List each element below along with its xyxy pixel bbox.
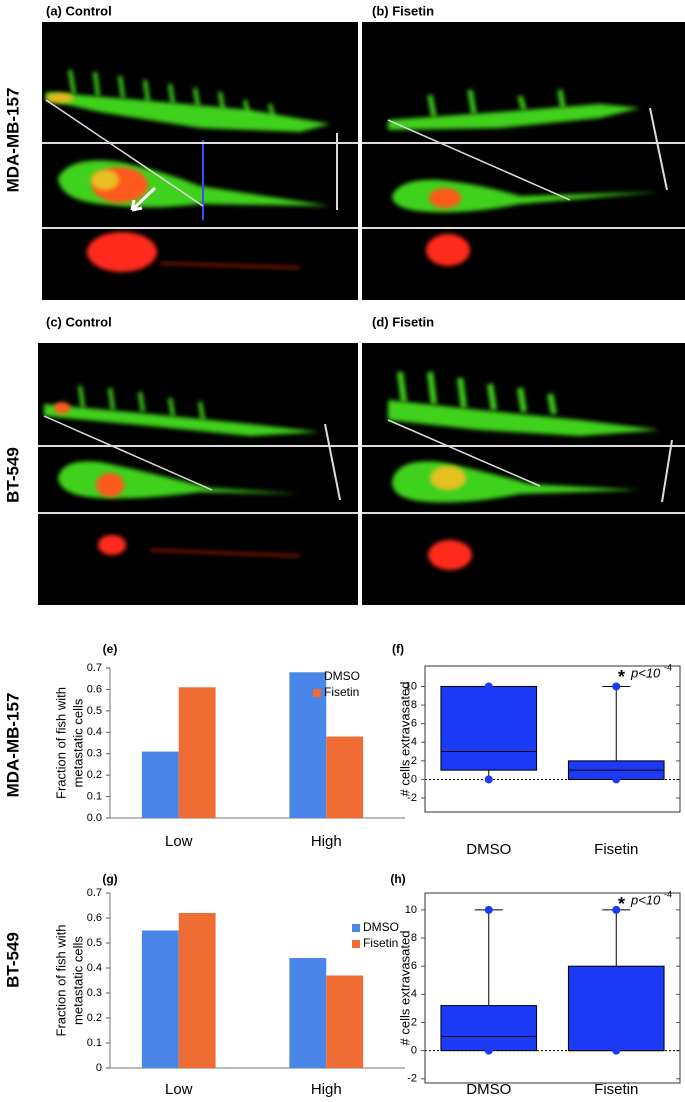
y-tick-label: 2 bbox=[411, 755, 417, 767]
row-label: BT-549 bbox=[3, 447, 22, 503]
micrograph bbox=[38, 343, 358, 605]
legend-swatch bbox=[352, 924, 360, 932]
x-tick-label: Fisetin bbox=[594, 841, 638, 858]
bar bbox=[326, 736, 364, 818]
plot-frame bbox=[424, 892, 681, 1084]
y-tick-label: 2 bbox=[411, 1016, 417, 1028]
annotation-exponent: -4 bbox=[664, 889, 672, 899]
box bbox=[440, 1005, 538, 1052]
panel-label: (b) Fisetin bbox=[372, 3, 434, 18]
y-axis-label: Fraction of fish with bbox=[53, 687, 68, 799]
y-tick-label: 0.1 bbox=[87, 1037, 102, 1049]
y-tick-label: 0.2 bbox=[87, 1012, 102, 1024]
box bbox=[440, 685, 538, 771]
y-tick-label: 4 bbox=[411, 736, 417, 748]
whisker-point bbox=[612, 1046, 621, 1055]
row-label: MDA-MB-157 bbox=[3, 88, 22, 193]
row-label: BT-549 bbox=[3, 932, 22, 988]
y-tick-label: 0 bbox=[96, 1062, 102, 1074]
whisker-point bbox=[484, 1046, 493, 1055]
whisker-point bbox=[612, 905, 621, 914]
panel-label: (g) bbox=[102, 872, 117, 886]
y-tick-label: 0.7 bbox=[87, 662, 102, 674]
y-tick-label: 0.3 bbox=[87, 748, 102, 760]
panel-label: (c) Control bbox=[46, 314, 112, 329]
legend-swatch bbox=[313, 689, 321, 697]
bar bbox=[178, 687, 216, 818]
bar bbox=[178, 913, 216, 1068]
micrograph bbox=[42, 22, 358, 300]
x-tick-label: High bbox=[311, 833, 342, 850]
whisker-point bbox=[612, 775, 621, 784]
legend-label: DMSO bbox=[324, 669, 360, 683]
micrograph bbox=[362, 22, 685, 300]
y-tick-label: -2 bbox=[407, 1073, 417, 1085]
x-tick-label: High bbox=[311, 1081, 342, 1098]
panel-label: (h) bbox=[390, 872, 405, 886]
annotation-exponent: -4 bbox=[664, 662, 672, 672]
bar bbox=[289, 958, 327, 1068]
y-tick-label: 0.2 bbox=[87, 769, 102, 781]
x-tick-label: DMSO bbox=[466, 841, 511, 858]
annotation-star: * bbox=[618, 667, 625, 687]
panel-label: (e) bbox=[103, 642, 118, 656]
y-tick-label: 0.5 bbox=[87, 705, 102, 717]
y-tick-label: 0.0 bbox=[87, 812, 102, 824]
y-axis-label: Fraction of fish with bbox=[53, 925, 68, 1037]
y-tick-label: 10 bbox=[405, 680, 417, 692]
x-tick-label: Fisetin bbox=[594, 1081, 638, 1098]
legend-swatch bbox=[313, 673, 321, 681]
y-tick-label: 0.6 bbox=[87, 912, 102, 924]
y-tick-label: 0.3 bbox=[87, 987, 102, 999]
y-tick-label: 10 bbox=[405, 904, 417, 916]
row-label: MDA-MB-157 bbox=[3, 693, 22, 798]
y-tick-label: 4 bbox=[411, 988, 417, 1000]
y-tick-label: -2 bbox=[407, 792, 417, 804]
annotation-star: * bbox=[618, 894, 625, 914]
y-tick-label: 6 bbox=[411, 718, 417, 730]
y-tick-label: 0.4 bbox=[87, 726, 102, 738]
box bbox=[567, 965, 665, 1052]
y-tick-label: 6 bbox=[411, 960, 417, 972]
panel-label: (a) Control bbox=[46, 3, 112, 18]
x-tick-label: Low bbox=[165, 1081, 193, 1098]
whisker-point bbox=[484, 682, 493, 691]
y-tick-label: 8 bbox=[411, 932, 417, 944]
bar bbox=[141, 930, 179, 1068]
plot-frame bbox=[424, 665, 681, 813]
annotation: p<10 bbox=[630, 892, 661, 907]
bar bbox=[141, 751, 179, 818]
legend-swatch bbox=[352, 940, 360, 948]
legend-label: Fisetin bbox=[324, 685, 359, 699]
y-tick-label: 0.5 bbox=[87, 937, 102, 949]
micrograph bbox=[362, 343, 685, 605]
y-axis-label: metastatic cells bbox=[70, 698, 85, 787]
panel-label: (d) Fisetin bbox=[372, 314, 434, 329]
y-tick-label: 0 bbox=[411, 773, 417, 785]
y-tick-label: 0.4 bbox=[87, 962, 102, 974]
y-tick-label: 0.6 bbox=[87, 683, 102, 695]
x-tick-label: DMSO bbox=[466, 1081, 511, 1098]
legend-label: Fisetin bbox=[363, 936, 398, 950]
y-axis-label: metastatic cells bbox=[70, 936, 85, 1025]
y-tick-label: 8 bbox=[411, 699, 417, 711]
panel-label: (f) bbox=[392, 642, 404, 656]
y-axis-label: # cells extravasated bbox=[397, 931, 412, 1046]
whisker-point bbox=[612, 682, 621, 691]
whisker-point bbox=[484, 775, 493, 784]
legend-label: DMSO bbox=[363, 920, 399, 934]
y-tick-label: 0.1 bbox=[87, 790, 102, 802]
y-tick-label: 0 bbox=[411, 1045, 417, 1057]
y-axis-label: # cells extravasated bbox=[397, 682, 412, 797]
x-tick-label: Low bbox=[165, 833, 193, 850]
bar bbox=[326, 975, 364, 1068]
whisker-point bbox=[484, 905, 493, 914]
annotation: p<10 bbox=[630, 665, 661, 680]
y-tick-label: 0.7 bbox=[87, 887, 102, 899]
